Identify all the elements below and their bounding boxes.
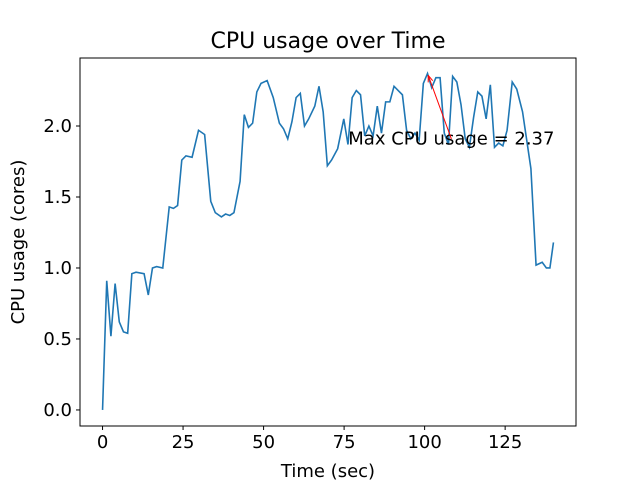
y-tick-label: 0.5 xyxy=(43,329,72,350)
chart-title: CPU usage over Time xyxy=(211,29,446,54)
data-line xyxy=(101,71,555,410)
annotation-arrow xyxy=(427,75,452,140)
annotation-arrowhead xyxy=(427,75,434,83)
x-tick-label: 50 xyxy=(252,432,275,453)
x-tick-label: 0 xyxy=(97,432,108,453)
x-axis-label: Time (sec) xyxy=(280,461,375,480)
y-axis-label: CPU usage (cores) xyxy=(8,160,29,325)
y-tick-label: 2.0 xyxy=(43,116,72,137)
x-tick-label: 75 xyxy=(333,432,356,453)
y-tick-label: 0.0 xyxy=(43,400,72,421)
y-tick-label: 1.0 xyxy=(43,258,72,279)
x-tick-label: 25 xyxy=(172,432,195,453)
plot-frame xyxy=(79,57,577,427)
x-tick-label: 100 xyxy=(407,432,441,453)
y-tick-label: 1.5 xyxy=(43,187,72,208)
x-tick-label: 125 xyxy=(488,432,522,453)
